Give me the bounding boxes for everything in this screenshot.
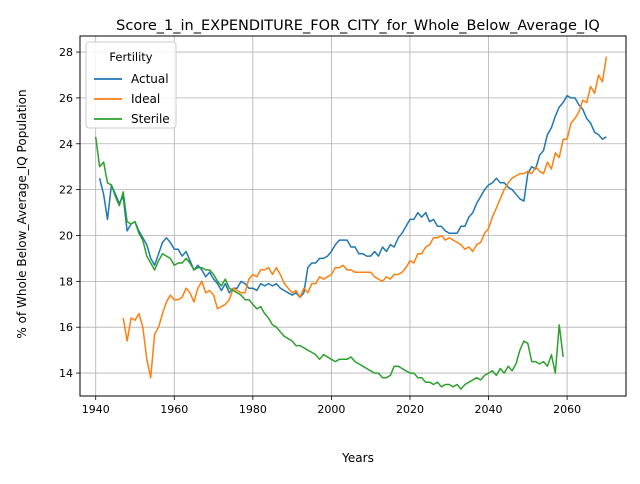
x-tick-label: 1960 (160, 403, 188, 416)
x-tick-label: 2060 (553, 403, 581, 416)
plot-area (79, 35, 627, 397)
chart-title: Score_1_in_EXPENDITURE_FOR_CITY_for_Whol… (116, 18, 600, 34)
y-axis: 14 16 18 20 22 24 26 28 (59, 46, 80, 380)
legend-title: Fertility (109, 50, 152, 64)
x-tick-label: 2020 (396, 403, 424, 416)
x-tick-label: 2000 (317, 403, 345, 416)
series-line-ideal (122, 56, 608, 379)
x-axis-label: Years (341, 451, 374, 465)
grid-lines (80, 36, 626, 396)
series-line-actual (98, 94, 607, 299)
y-tick-label: 18 (59, 275, 73, 288)
y-tick-label: 20 (59, 229, 73, 242)
legend-label: Sterile (131, 112, 170, 126)
y-axis-label: % of Whole Below_Average_IQ Population (15, 89, 29, 338)
y-tick-label: 16 (59, 321, 73, 334)
legend-label: Actual (131, 72, 169, 86)
series-line-sterile (94, 136, 564, 390)
y-tick-label: 14 (59, 367, 73, 380)
x-tick-label: 2040 (475, 403, 503, 416)
x-tick-label: 1940 (82, 403, 110, 416)
y-tick-label: 24 (59, 138, 73, 151)
y-tick-label: 26 (59, 92, 73, 105)
x-tick-label: 1980 (239, 403, 267, 416)
x-axis: 1940 1960 1980 2000 2020 2040 2060 (82, 396, 581, 416)
series-lines (94, 56, 608, 390)
y-tick-label: 28 (59, 46, 73, 59)
legend: Fertility Actual Ideal Sterile (85, 41, 177, 129)
y-tick-label: 22 (59, 184, 73, 197)
legend-box (85, 41, 177, 129)
legend-label: Ideal (131, 92, 160, 106)
